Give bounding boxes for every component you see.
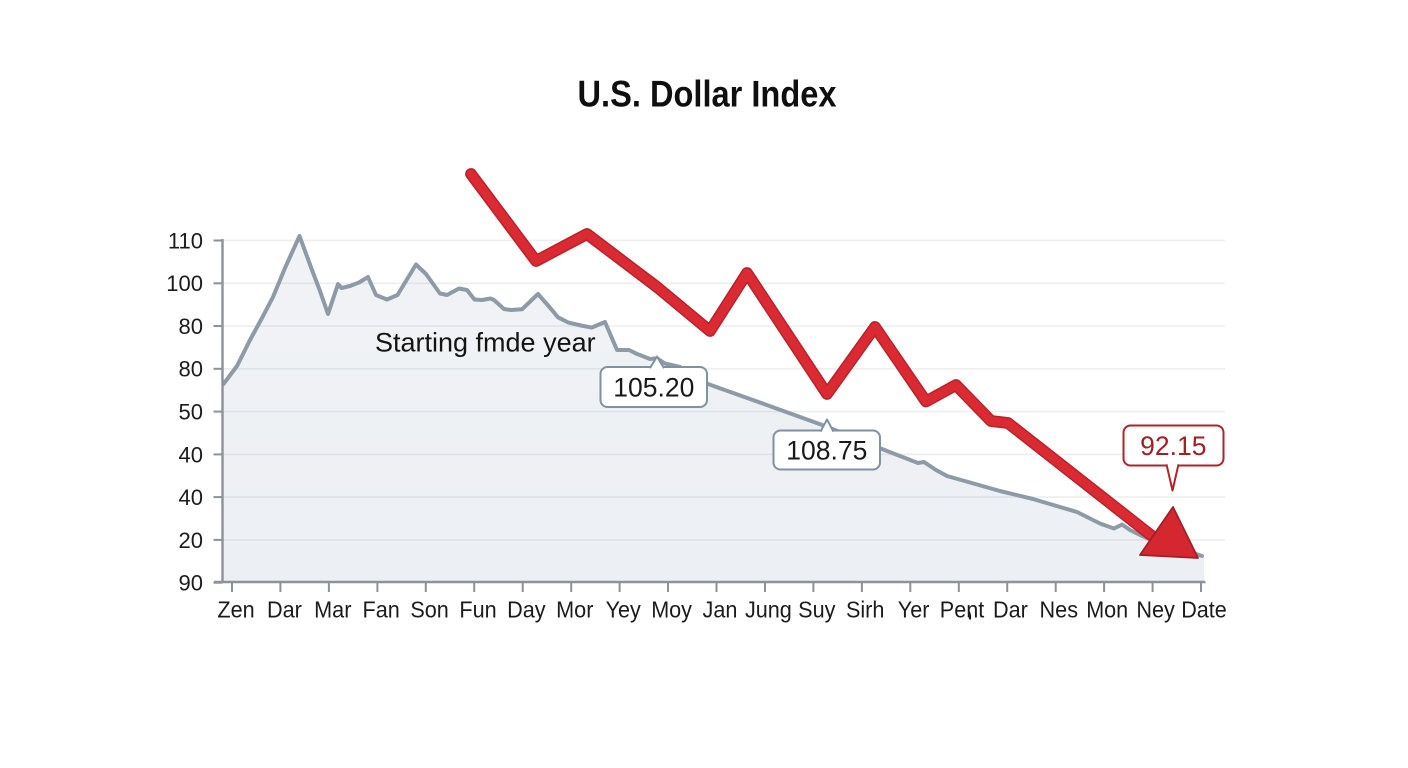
svg-text:80: 80 xyxy=(179,314,203,339)
svg-text:108.75: 108.75 xyxy=(786,435,867,465)
svg-text:Dar: Dar xyxy=(993,597,1028,623)
svg-text:50: 50 xyxy=(179,400,203,425)
svg-text:Yer: Yer xyxy=(898,597,930,623)
svg-text:Nes: Nes xyxy=(1040,597,1079,623)
svg-text:90: 90 xyxy=(179,571,203,596)
svg-text:Dar: Dar xyxy=(267,597,302,623)
svg-text:80: 80 xyxy=(179,357,203,382)
svg-text:Mar: Mar xyxy=(314,597,351,623)
svg-text:Date: Date xyxy=(1181,597,1227,623)
svg-text:Zen: Zen xyxy=(217,597,254,623)
svg-text:Suy: Suy xyxy=(798,597,836,623)
svg-text:105.20: 105.20 xyxy=(613,372,694,402)
svg-text:U.S. Dollar Index: U.S. Dollar Index xyxy=(578,74,837,115)
svg-text:Jung: Jung xyxy=(745,597,792,623)
svg-text:Sirh: Sirh xyxy=(846,597,885,623)
svg-text:Son: Son xyxy=(410,597,449,623)
svg-text:100: 100 xyxy=(166,271,203,296)
svg-text:40: 40 xyxy=(179,442,203,467)
svg-text:Mor: Mor xyxy=(556,597,593,623)
svg-text:Pent: Pent xyxy=(940,597,985,623)
svg-text:40: 40 xyxy=(179,485,203,510)
svg-text:20: 20 xyxy=(179,528,203,553)
svg-text:92.15: 92.15 xyxy=(1140,431,1206,461)
svg-text:Fun: Fun xyxy=(459,597,496,623)
svg-text:Jan: Jan xyxy=(703,597,738,623)
svg-text:Moy: Moy xyxy=(651,597,692,623)
svg-text:Fan: Fan xyxy=(363,597,400,623)
svg-text:Yey: Yey xyxy=(606,597,641,623)
svg-text:110: 110 xyxy=(168,228,203,253)
svg-text:Day: Day xyxy=(507,597,546,623)
svg-text:Mon: Mon xyxy=(1086,597,1128,623)
svg-text:Ney: Ney xyxy=(1136,597,1175,623)
svg-text:Starting fmde year: Starting fmde year xyxy=(375,328,596,358)
